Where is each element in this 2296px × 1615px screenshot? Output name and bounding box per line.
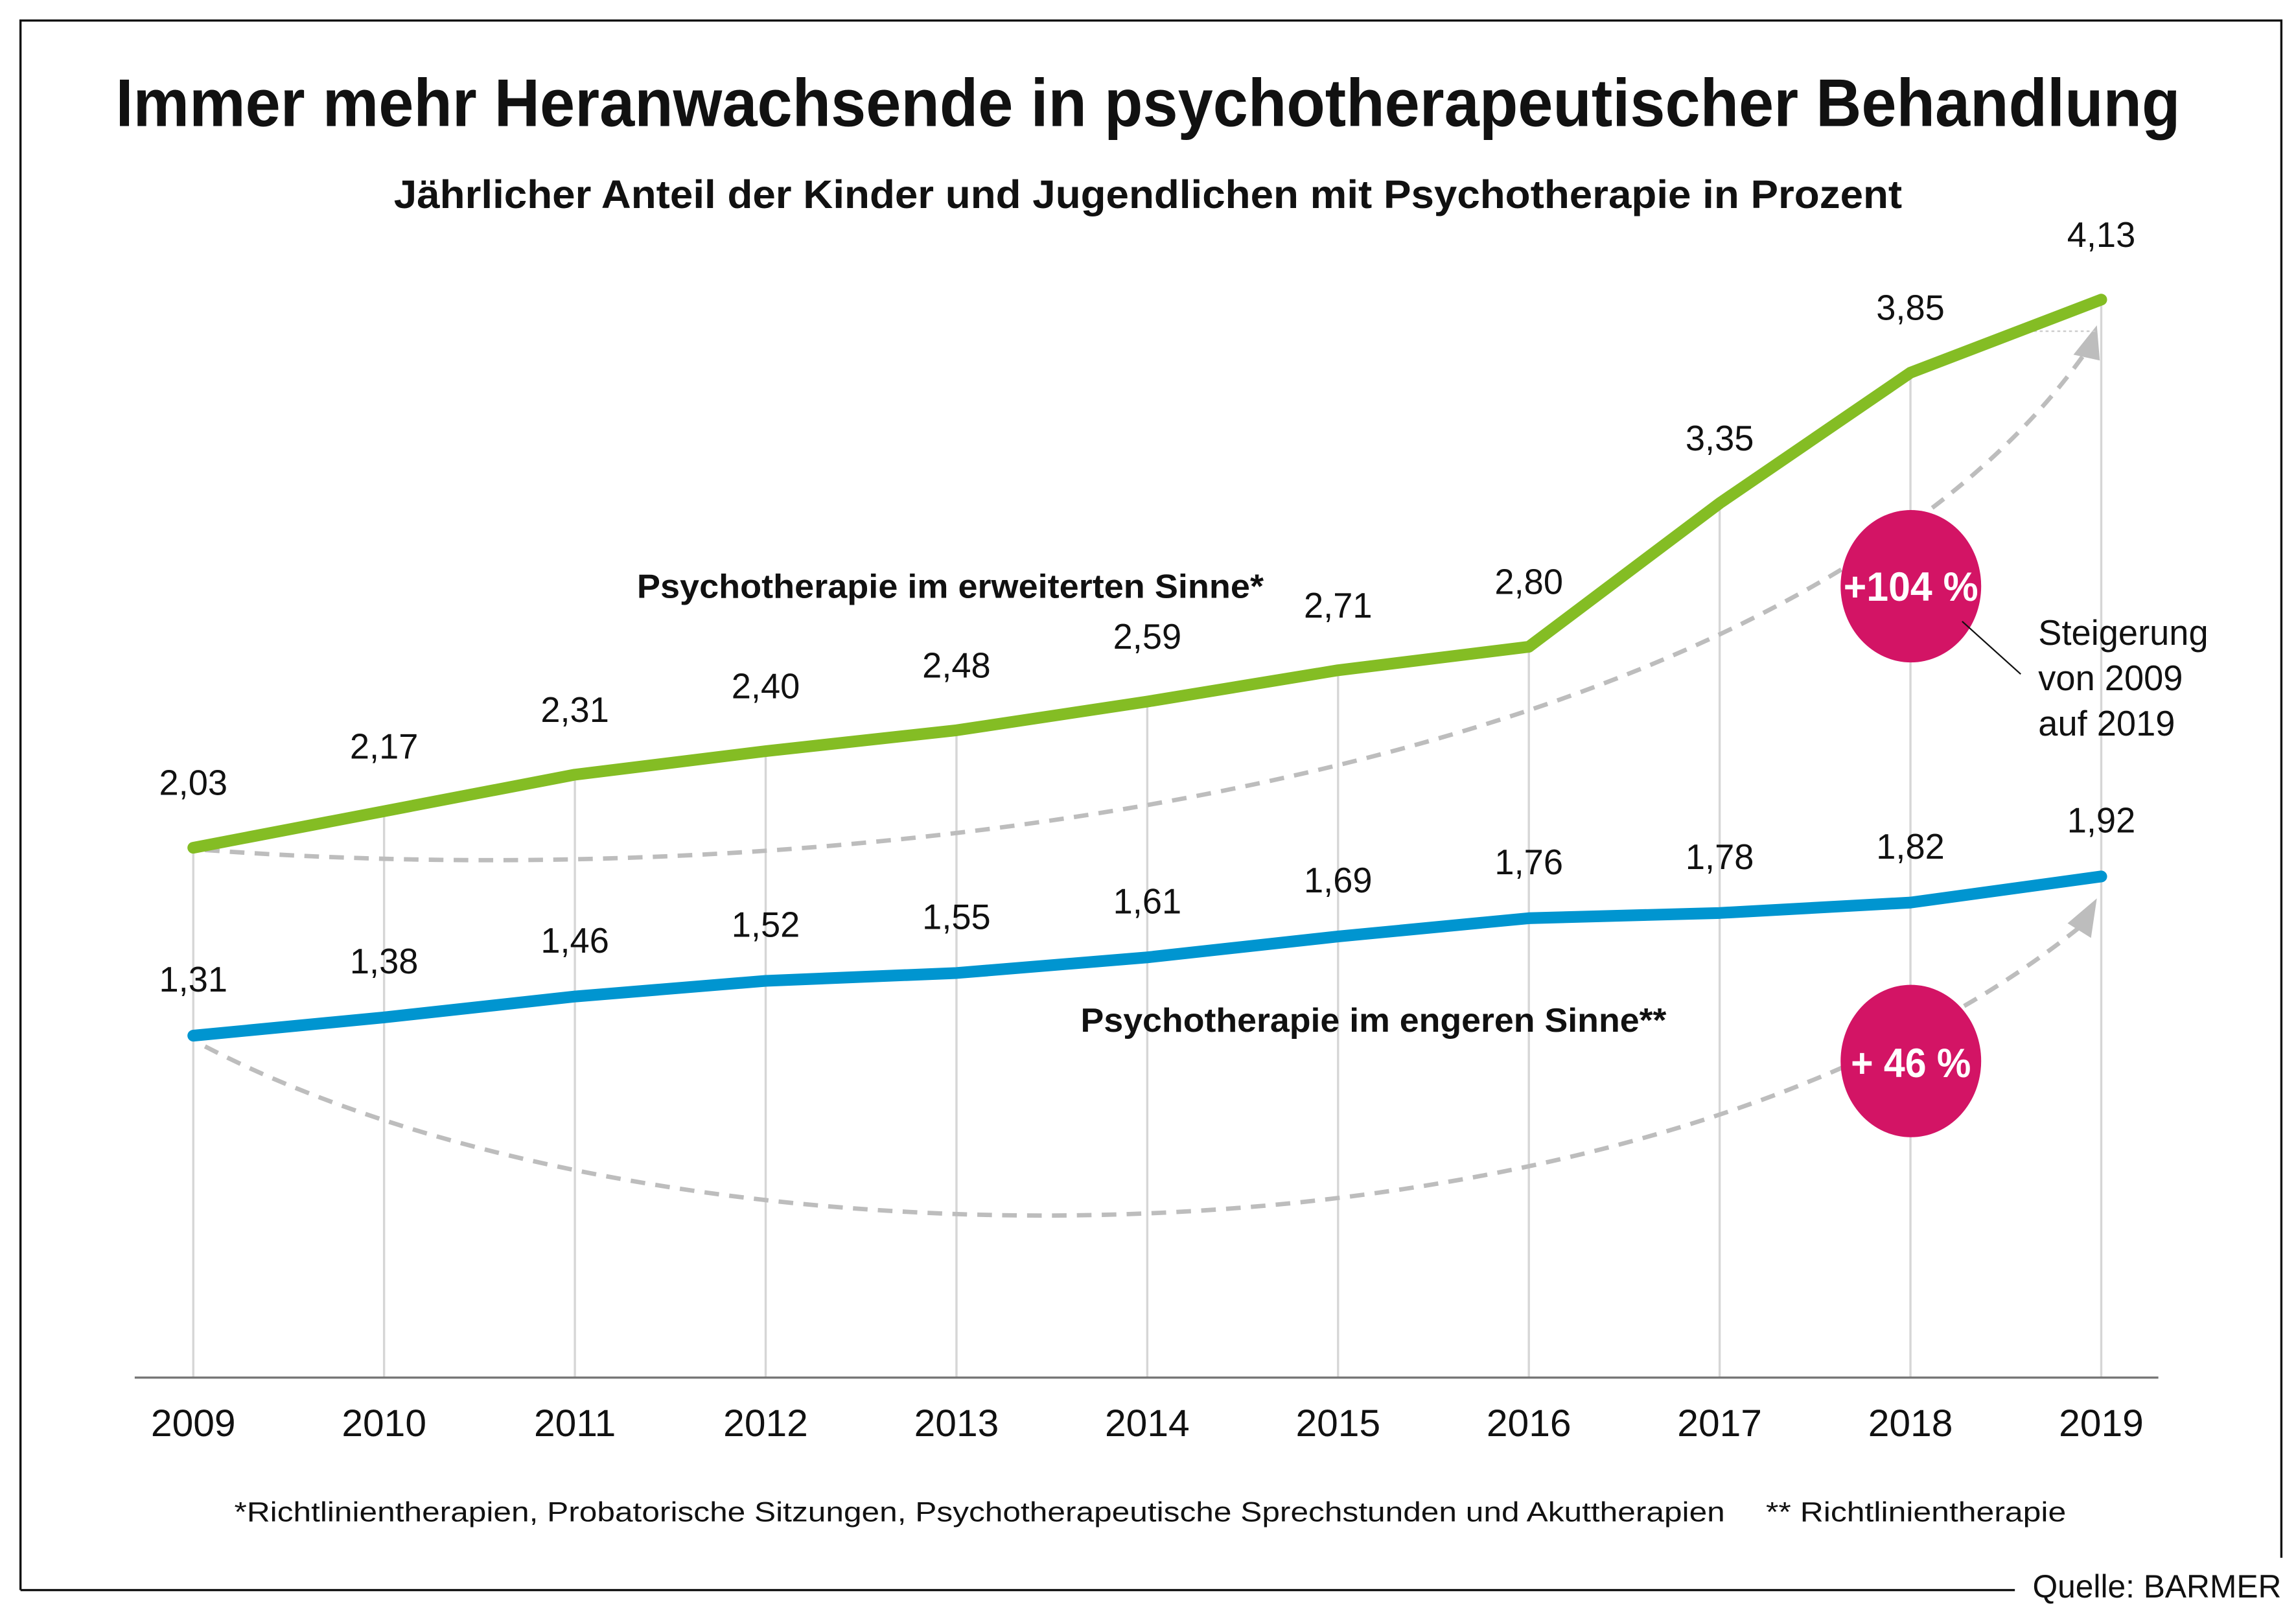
data-label: 1,55 — [922, 898, 991, 937]
data-label: 2,48 — [922, 646, 991, 685]
source-text: Quelle: BARMER — [2032, 1568, 2281, 1605]
series-label-narrow: Psychotherapie im engeren Sinne** — [1081, 1002, 1667, 1040]
x-tick-label: 2017 — [1677, 1402, 1762, 1445]
x-tick-label: 2009 — [151, 1402, 236, 1445]
data-label: 1,38 — [350, 942, 419, 981]
x-tick-label: 2012 — [723, 1402, 808, 1445]
data-label: 3,35 — [1686, 419, 1754, 458]
arrowhead-narrow-icon — [2067, 898, 2097, 938]
increase-badge-narrow-text: + 46 % — [1851, 1041, 1971, 1086]
x-tick-label: 2016 — [1487, 1402, 1571, 1445]
callout-text-3: auf 2019 — [2038, 704, 2175, 743]
x-tick-label: 2018 — [1868, 1402, 1953, 1445]
x-tick-label: 2015 — [1295, 1402, 1380, 1445]
data-label: 1,31 — [159, 960, 227, 999]
callout-leader — [1962, 620, 2021, 675]
frame-border — [19, 19, 2283, 1590]
data-label: 1,52 — [732, 906, 800, 945]
data-label: 2,31 — [540, 691, 609, 730]
data-label: 1,46 — [540, 922, 609, 960]
data-label: 2,40 — [732, 668, 800, 706]
chart-title: Immer mehr Heranwachsende in psychothera… — [116, 65, 2181, 141]
data-label: 2,03 — [159, 764, 227, 803]
callout-text-1: Steigerung — [2038, 614, 2208, 653]
increase-badge-wide-text: +104 % — [1844, 564, 1978, 610]
series-label-wide: Psychotherapie im erweiterten Sinne* — [637, 568, 1264, 606]
data-label: 1,92 — [2067, 802, 2136, 841]
grid-lines — [192, 299, 2103, 1378]
data-label: 1,61 — [1113, 882, 1182, 921]
data-label: 1,69 — [1304, 861, 1373, 900]
callout-text-2: von 2009 — [2038, 659, 2183, 698]
increase-badge-wide — [1840, 509, 1982, 663]
footnote-1: *Richtlinientherapien, Probatorische Sit… — [235, 1496, 1725, 1528]
footnote-2: ** Richtlinientherapie — [1766, 1496, 2066, 1528]
data-label: 1,82 — [1876, 828, 1945, 866]
data-label: 2,80 — [1494, 563, 1563, 602]
data-label: 4,13 — [2067, 216, 2136, 255]
data-label: 3,85 — [1876, 289, 1945, 328]
data-label: 1,78 — [1686, 838, 1754, 877]
increase-badge-narrow — [1840, 984, 1982, 1137]
x-tick-label: 2010 — [342, 1402, 426, 1445]
chart-subtitle: Jährlicher Anteil der Kinder und Jugendl… — [394, 172, 1902, 216]
trend-arrow-narrow — [203, 918, 2090, 1218]
x-tick-labels: 2009 2010 2011 2012 2013 2014 2015 2016 2017 2018… — [151, 1402, 2144, 1445]
x-tick-label: 2011 — [534, 1402, 616, 1445]
x-tick-label: 2019 — [2059, 1402, 2144, 1445]
x-tick-label: 2013 — [914, 1402, 999, 1445]
data-label: 2,17 — [350, 727, 419, 766]
arrowhead-wide-icon — [2073, 325, 2100, 361]
data-label: 2,59 — [1113, 618, 1182, 656]
data-label: 2,71 — [1304, 587, 1373, 625]
data-label: 1,76 — [1494, 843, 1563, 882]
x-tick-label: 2014 — [1105, 1402, 1190, 1445]
